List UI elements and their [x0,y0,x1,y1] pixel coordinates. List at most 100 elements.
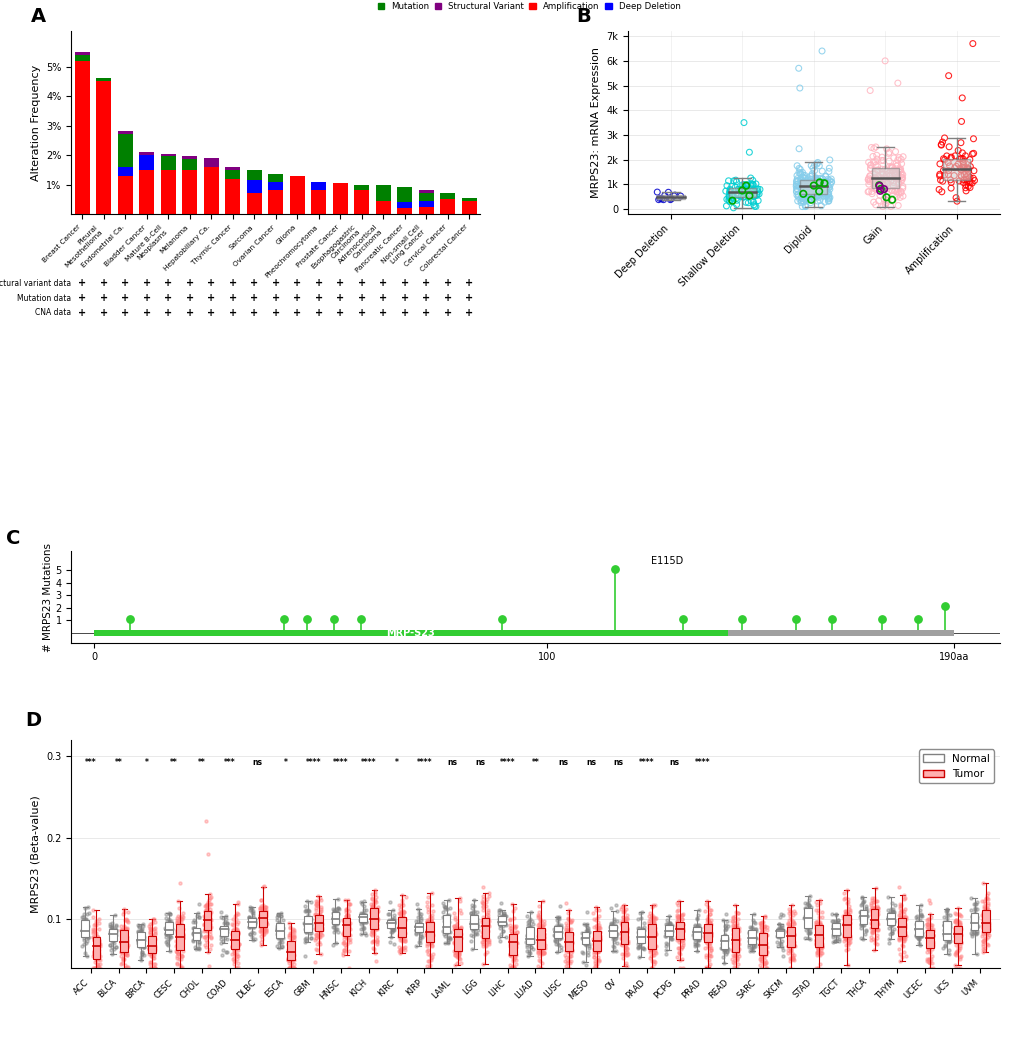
Point [667,903,684,919]
Point [413,910,429,926]
Point [466,907,482,923]
Point [436,935,452,951]
Point [687,937,703,954]
Point [561,947,578,964]
Point [863,924,879,941]
Point [799,919,815,936]
Point [450,939,467,956]
Point [618,917,634,934]
Point [136,946,152,963]
Point [108,928,124,944]
Point [243,900,259,917]
Point [689,916,705,933]
Point [671,931,687,947]
Point [143,954,159,970]
Point [392,897,409,914]
Point [977,900,994,917]
Point [616,945,633,962]
Point [866,921,882,938]
Point [475,888,491,905]
Point [253,917,269,934]
Point [696,918,712,935]
Point [865,171,881,187]
Point [829,919,846,936]
Point [862,932,878,948]
Point [817,187,834,204]
Point [366,907,382,923]
Point [868,936,884,953]
Point [723,912,740,929]
Point [132,931,149,947]
Text: E115D: E115D [650,557,683,566]
Point [838,917,854,934]
Point [383,916,399,933]
Point [641,937,657,954]
Point [170,944,186,961]
Text: +: + [121,308,129,318]
Point [574,931,590,947]
Point [642,942,658,959]
Point [590,918,606,935]
Point [967,914,983,931]
Point [838,903,854,919]
Point [506,933,523,949]
Point [590,921,606,938]
Point [147,939,163,956]
Point [615,933,632,949]
Point [283,960,300,976]
Point [282,945,299,962]
Point [643,907,659,923]
Point [326,912,342,929]
Point [549,936,566,953]
Point [919,950,935,967]
Point [605,934,622,950]
Point [975,934,991,950]
Point [523,904,539,920]
Point [224,933,240,949]
Point [784,950,800,967]
Point [725,915,741,932]
Point [673,911,689,928]
Point [413,921,429,938]
Point [612,900,629,917]
Point [385,915,401,932]
Point [301,917,317,934]
Point [118,932,135,948]
Point [797,182,813,199]
Point [786,947,802,964]
Point [189,941,205,958]
Point [88,960,104,976]
Point [875,177,892,194]
Point [696,924,712,941]
Point [337,912,354,929]
Point [716,922,733,939]
Point [813,939,829,956]
Point [809,154,825,171]
Point [246,910,262,926]
Point [299,909,315,925]
Point [282,948,299,965]
Point [967,917,983,934]
Point [977,890,994,907]
Point [696,940,712,957]
Point [950,173,966,189]
Point [868,147,884,163]
Point [422,949,438,966]
Point [743,935,759,951]
Point [591,932,607,948]
Point [884,920,901,937]
Point [200,893,216,910]
Point [811,895,827,912]
Point [203,912,219,929]
Point [862,896,878,913]
Text: +: + [379,293,387,303]
Point [923,947,940,964]
Point [334,925,351,942]
Point [702,926,718,943]
Point [532,912,548,929]
Point [480,917,496,934]
Point [931,172,948,188]
Point [884,916,901,933]
Point [757,928,773,944]
Point [780,938,796,955]
